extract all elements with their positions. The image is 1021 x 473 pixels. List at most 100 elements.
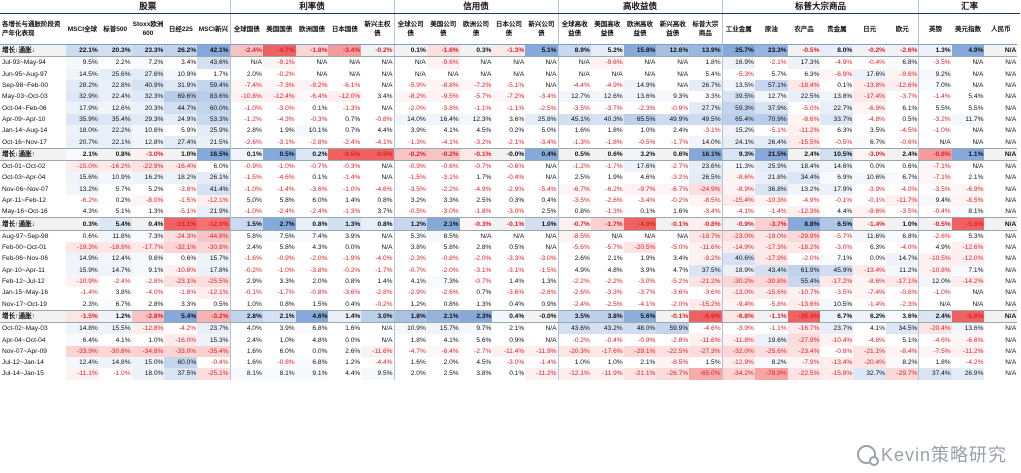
value-cell: -0.2% <box>853 43 887 58</box>
value-cell: 14.7% <box>886 253 920 265</box>
value-cell: N/A <box>525 56 559 69</box>
value-cell: -0.9% <box>638 336 656 344</box>
value-cell: N/A <box>361 230 395 243</box>
value-cell: -7.2% <box>459 79 493 92</box>
value-cell: 0.6% <box>656 147 690 161</box>
column-header: 美国公司债 <box>426 13 460 45</box>
value-cell: -8.6% <box>853 275 887 288</box>
value-cell: 27.4% <box>164 136 198 149</box>
value-cell: 2.5% <box>443 370 459 378</box>
value-cell: 4.1% <box>443 336 459 344</box>
value-cell: -17.9% <box>754 253 788 265</box>
value-cell: 1.4% <box>361 275 395 288</box>
value-cell: 19.6% <box>754 334 788 346</box>
value-cell: 1.0% <box>279 336 295 344</box>
value-cell: -25.6% <box>754 345 788 358</box>
value-cell: -1.6% <box>244 255 262 263</box>
value-cell: -13.6% <box>787 298 821 311</box>
value-cell: -2.4% <box>277 208 295 216</box>
value-cell: N/A <box>677 70 689 78</box>
value-cell: 22.8% <box>98 79 132 92</box>
value-cell: -0.0% <box>525 309 559 324</box>
row-label: Sep-98~Feb-00 <box>2 82 49 90</box>
value-cell: -2.0% <box>670 300 689 308</box>
value-cell: 59.9% <box>656 322 690 335</box>
value-cell: -12.4% <box>262 91 296 103</box>
value-cell: 1.9% <box>607 174 623 182</box>
value-cell: 45.1% <box>558 113 591 126</box>
value-cell: 26.2% <box>164 43 198 58</box>
value-cell: 3.9% <box>640 266 656 274</box>
value-cell: -20.4% <box>853 357 887 369</box>
value-cell: -1.5% <box>525 264 559 276</box>
value-cell: 15.7% <box>197 253 231 265</box>
value-cell: -4.8% <box>867 336 886 344</box>
value-cell: 0.4% <box>131 217 165 231</box>
value-cell: 3.5% <box>870 127 886 135</box>
value-cell: -23.0% <box>722 230 755 243</box>
value-cell: 34.5% <box>886 322 920 335</box>
value-cell: -0.3% <box>343 163 361 171</box>
value-cell: -4.8% <box>867 115 886 123</box>
value-cell: 18.9% <box>722 264 755 276</box>
value-cell: N/A <box>361 68 395 80</box>
value-cell: -4.9% <box>605 82 623 90</box>
value-cell: N/A <box>525 242 559 254</box>
column-header: 欧元 <box>886 13 920 45</box>
value-cell: 2.6% <box>574 255 590 263</box>
value-cell: -0.7% <box>558 217 591 231</box>
value-cell: N/A <box>525 230 559 243</box>
value-cell: -29.7% <box>886 368 920 380</box>
value-cell: 23.3% <box>754 43 788 58</box>
value-cell: 21.8% <box>754 172 788 184</box>
value-cell: -13.1% <box>164 217 198 231</box>
value-cell: -78.9% <box>754 368 788 380</box>
period-row: Nov-17~Oct-19 2.3% 6.7% 2.8% 3.3% 0.5% 1.0% 0.8… <box>0 298 1020 311</box>
value-cell: N/A <box>1005 359 1017 367</box>
value-cell: 1.6% <box>246 347 262 355</box>
value-cell: 0.1% <box>312 104 328 112</box>
value-cell: 14.9% <box>623 79 657 92</box>
value-cell: -5.7% <box>474 93 492 101</box>
value-cell: 0.6% <box>590 147 624 161</box>
value-cell: 1.9% <box>279 127 295 135</box>
value-cell: -20.5% <box>623 242 657 254</box>
value-cell: -3.5% <box>933 185 951 193</box>
value-cell: -0.1% <box>656 217 690 231</box>
period-row: Jul-93~May-94 9.5% 2.2% 7.2% 3.4% 43.6% N/A -9.… <box>0 56 1020 69</box>
value-cell: -10.8% <box>230 91 263 103</box>
value-cell: -6.7% <box>656 183 690 195</box>
value-cell: -1.4% <box>277 185 295 193</box>
value-cell: -1.2% <box>572 163 590 171</box>
value-cell: 16.5% <box>197 147 231 161</box>
value-cell: -22.9% <box>131 160 165 173</box>
value-cell: 9.3% <box>722 147 755 161</box>
value-cell: N/A <box>972 138 984 146</box>
value-cell: -1.8% <box>178 289 197 297</box>
value-cell: -5.3% <box>736 70 754 78</box>
value-cell: 9.5% <box>361 368 395 380</box>
value-cell: -3.6% <box>670 289 689 297</box>
value-cell: 55.4% <box>787 275 821 288</box>
value-cell: -2.5% <box>525 102 559 114</box>
value-cell: 49.5% <box>689 113 723 126</box>
value-cell: 12.7% <box>558 91 591 103</box>
value-cell: 4.6% <box>295 309 329 324</box>
value-cell: 0.5% <box>197 298 231 311</box>
value-cell: N/A <box>361 79 395 92</box>
value-cell: -2.6% <box>441 289 459 297</box>
value-cell: -24.9% <box>689 183 723 195</box>
value-cell: -2.6% <box>572 289 590 297</box>
value-cell: 6.7% <box>820 309 854 324</box>
value-cell: -4.2% <box>966 359 984 367</box>
value-cell: -3.2% <box>197 309 231 324</box>
value-cell: 3.6% <box>509 115 525 123</box>
value-cell: 15.3% <box>197 334 231 346</box>
value-cell: -1.8% <box>474 208 492 216</box>
row-label: Nov-06~Nov-07 <box>2 185 49 193</box>
value-cell: -3.1% <box>441 174 459 182</box>
value-cell: 1.5% <box>230 217 263 231</box>
value-cell: 43.2% <box>590 322 624 335</box>
value-cell: 6.8% <box>295 357 329 369</box>
value-cell: -10.3% <box>754 194 788 207</box>
